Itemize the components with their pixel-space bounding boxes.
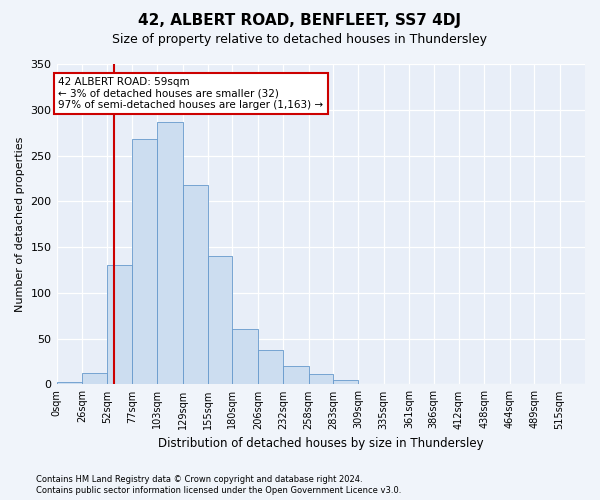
Bar <box>232 330 258 384</box>
Bar <box>208 256 232 384</box>
Bar <box>333 380 358 384</box>
Text: Contains public sector information licensed under the Open Government Licence v3: Contains public sector information licen… <box>36 486 401 495</box>
Bar <box>132 139 157 384</box>
Y-axis label: Number of detached properties: Number of detached properties <box>15 136 25 312</box>
Bar <box>308 374 333 384</box>
Bar <box>82 372 107 384</box>
Bar <box>107 266 132 384</box>
Bar <box>258 350 283 384</box>
Bar <box>182 185 208 384</box>
Text: Contains HM Land Registry data © Crown copyright and database right 2024.: Contains HM Land Registry data © Crown c… <box>36 475 362 484</box>
X-axis label: Distribution of detached houses by size in Thundersley: Distribution of detached houses by size … <box>158 437 484 450</box>
Bar <box>157 122 182 384</box>
Bar <box>56 382 82 384</box>
Text: 42 ALBERT ROAD: 59sqm
← 3% of detached houses are smaller (32)
97% of semi-detac: 42 ALBERT ROAD: 59sqm ← 3% of detached h… <box>58 77 323 110</box>
Text: Size of property relative to detached houses in Thundersley: Size of property relative to detached ho… <box>113 32 487 46</box>
Bar <box>283 366 308 384</box>
Text: 42, ALBERT ROAD, BENFLEET, SS7 4DJ: 42, ALBERT ROAD, BENFLEET, SS7 4DJ <box>139 12 461 28</box>
